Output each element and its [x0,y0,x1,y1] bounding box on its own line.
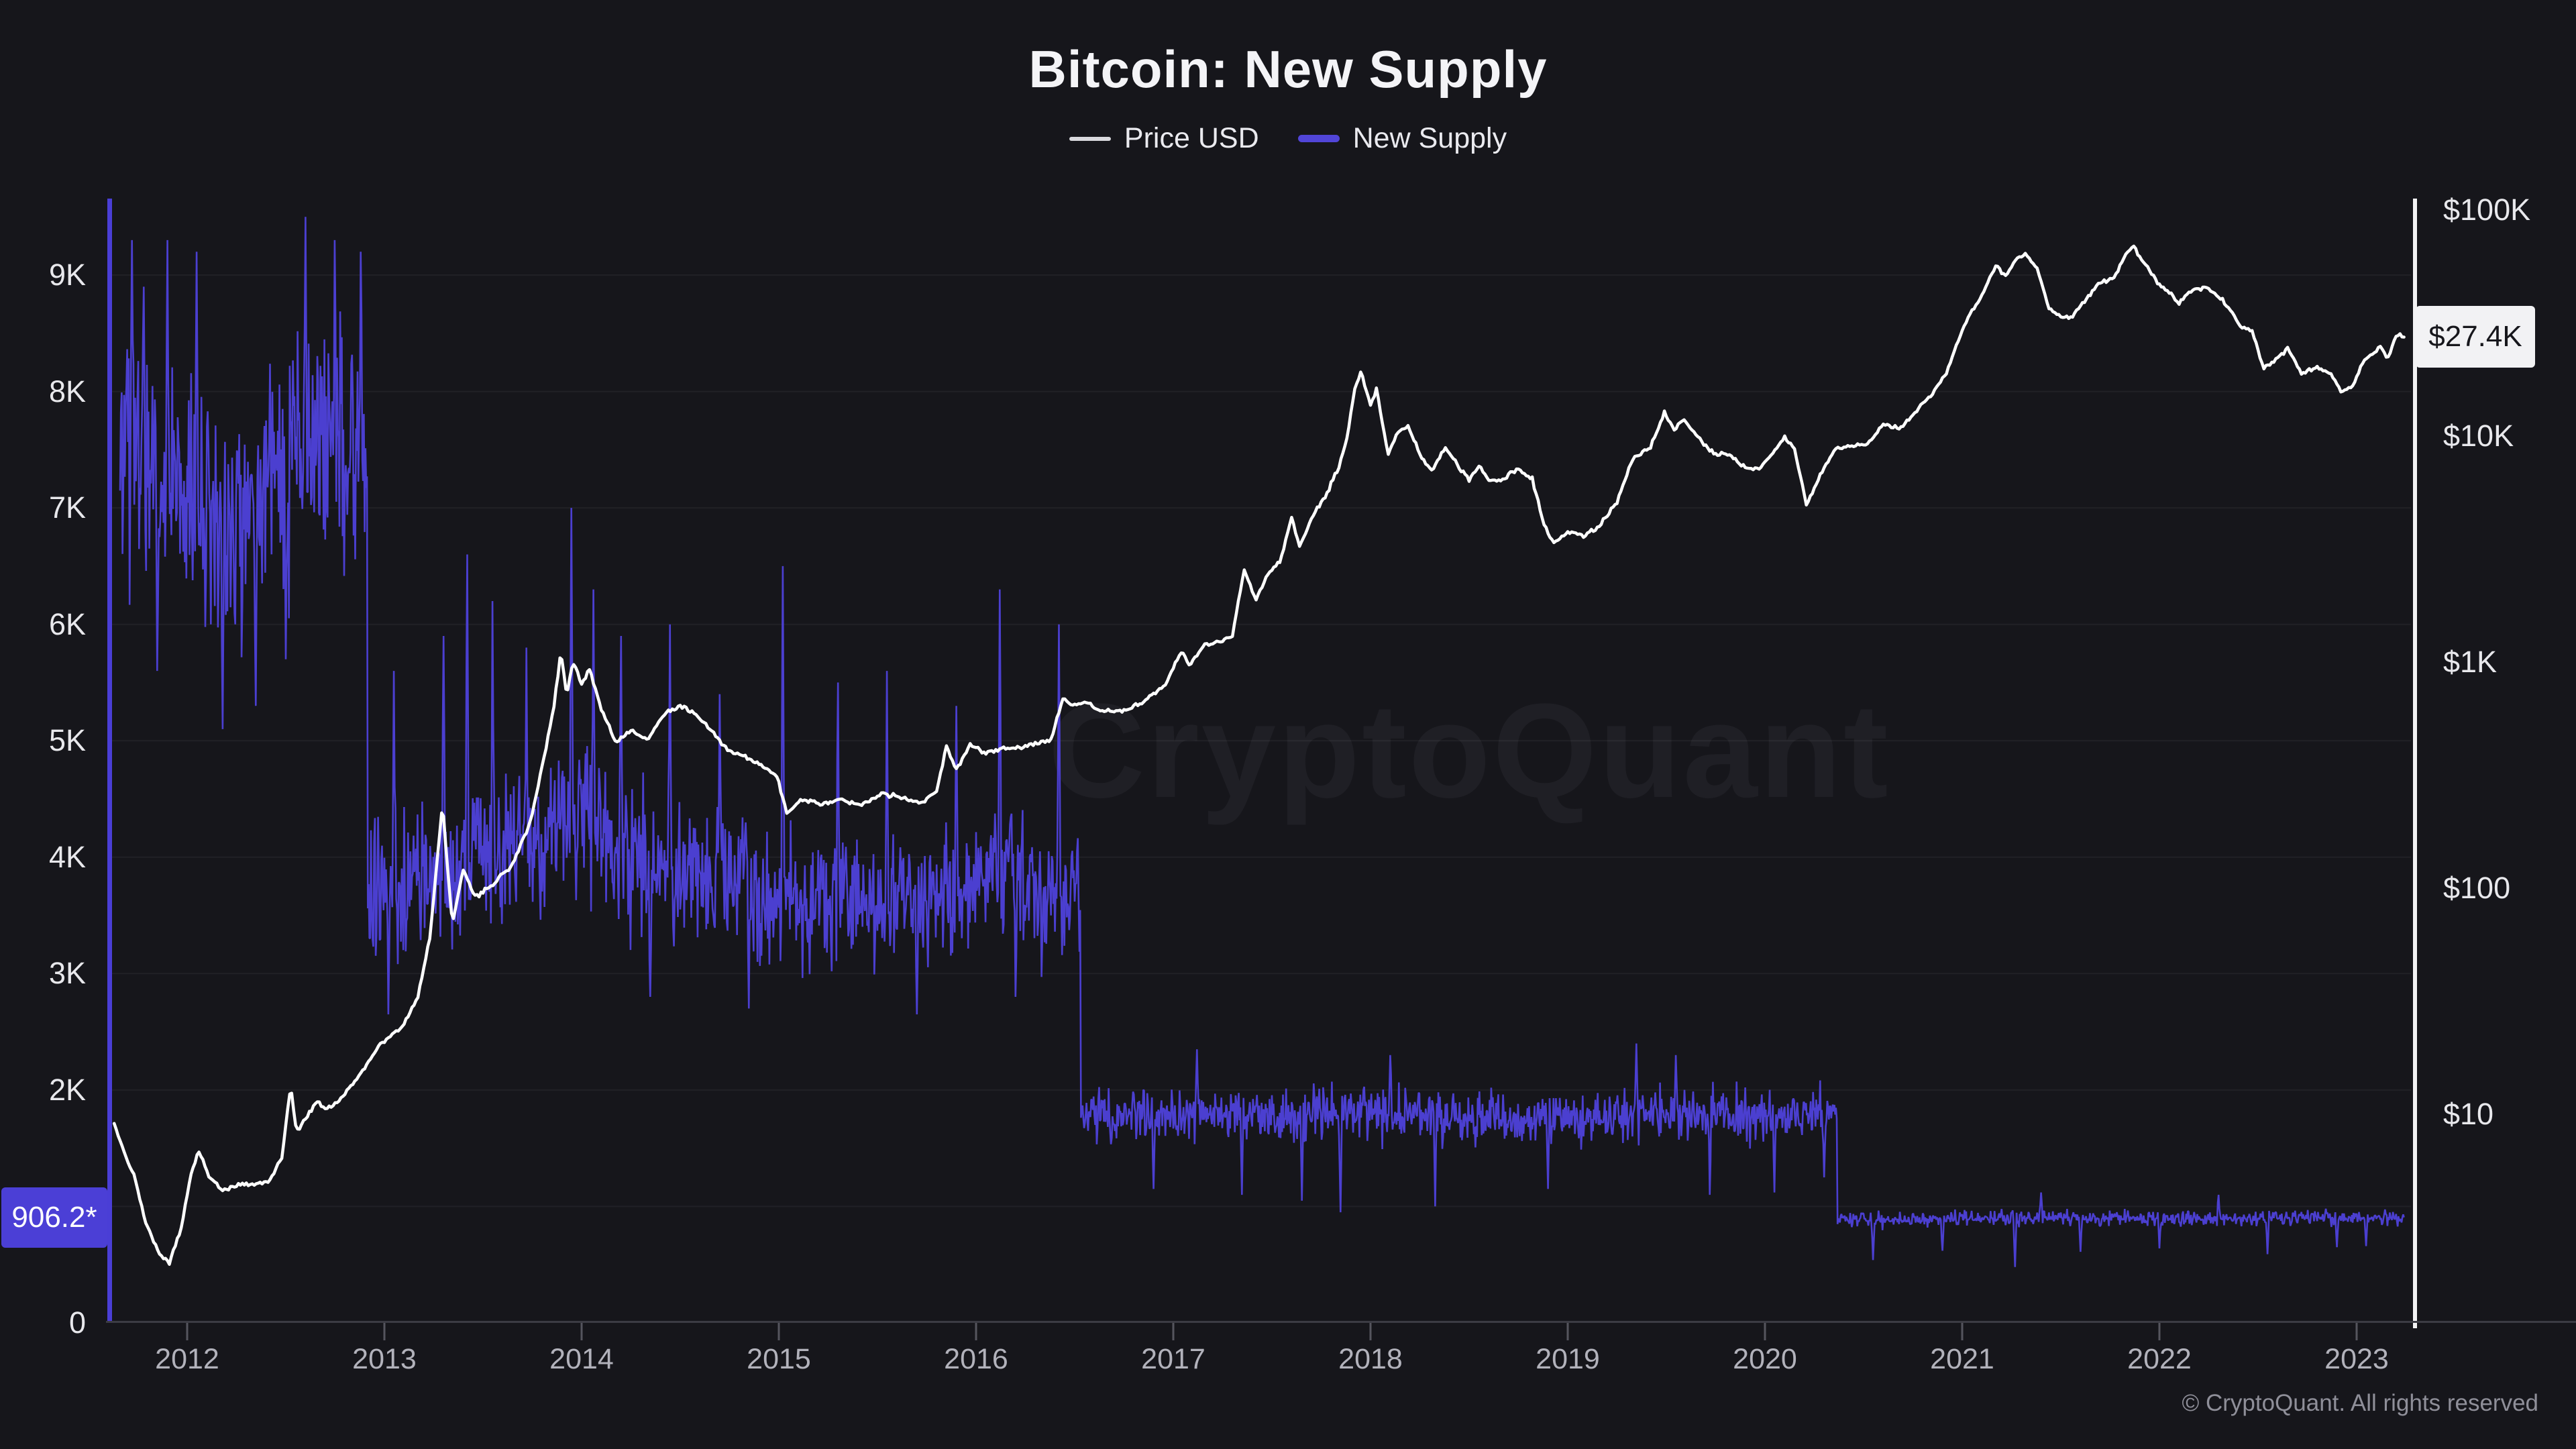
chart-title: Bitcoin: New Supply [1028,40,1548,99]
new-supply-path [119,217,2405,1267]
y-right-tick-label-10: $10 [2443,1097,2494,1131]
x-tick-label-2018: 2018 [1338,1343,1403,1375]
x-axis-tick [1369,1323,1372,1340]
y-right-tick-label-10K: $10K [2443,419,2514,453]
y-left-tick-label-8K: 8K [48,374,86,409]
x-tick-label-2012: 2012 [155,1343,219,1375]
y-left-tick-label-2K: 2K [48,1072,86,1107]
y-right-tick-label-100K: $100K [2443,193,2531,227]
legend-item-price-usd[interactable]: Price USD [1069,122,1259,155]
x-axis-tick [1961,1323,1964,1340]
x-axis-line [106,1321,2576,1323]
y-left-tick-label-0: 0 [68,1305,86,1340]
price-line-path [112,244,2406,1266]
x-axis-tick [1172,1323,1175,1340]
legend: Price USD New Supply [0,122,2576,155]
x-axis-tick [1764,1323,1766,1340]
x-axis-tick [975,1323,977,1340]
x-tick-label-2021: 2021 [1930,1343,1994,1375]
legend-item-new-supply[interactable]: New Supply [1297,122,1507,155]
x-tick-label-2016: 2016 [944,1343,1008,1375]
price-line-swatch [1069,136,1111,141]
x-axis-tick [186,1323,189,1340]
new-supply-line-swatch [1297,135,1340,142]
y-left-tick-label-3K: 3K [48,956,86,991]
legend-label-price-usd: Price USD [1124,122,1259,154]
x-axis-tick [1566,1323,1569,1340]
y-right-tick-label-1K: $1K [2443,645,2498,679]
right-axis-line [2413,199,2417,1328]
x-tick-label-2017: 2017 [1141,1343,1205,1375]
y-left-tick-label-5K: 5K [48,723,86,758]
x-axis-tick [2158,1323,2161,1340]
legend-label-new-supply: New Supply [1352,122,1507,154]
y-left-tick-label-6K: 6K [48,606,86,641]
y-right-tick-label-100: $100 [2443,871,2511,905]
x-tick-label-2020: 2020 [1733,1343,1797,1375]
x-tick-label-2022: 2022 [2127,1343,2192,1375]
price-last-value-badge: $27.4K [2416,306,2535,368]
copyright-notice: © CryptoQuant. All rights reserved [2182,1390,2538,1416]
y-left-tick-label-4K: 4K [48,839,86,874]
x-axis-tick [580,1323,583,1340]
x-tick-label-2015: 2015 [747,1343,811,1375]
x-tick-label-2014: 2014 [549,1343,614,1375]
x-axis-tick [383,1323,386,1340]
left-axis-line [107,199,112,1323]
x-tick-label-2023: 2023 [2324,1343,2389,1375]
y-left-tick-label-7K: 7K [48,490,86,525]
x-tick-label-2019: 2019 [1536,1343,1600,1375]
y-left-tick-label-9K: 9K [48,257,86,292]
x-axis-tick [2355,1323,2358,1340]
x-axis-tick [777,1323,780,1340]
x-tick-label-2013: 2013 [352,1343,417,1375]
supply-last-value-badge: 906.2* [1,1187,107,1248]
